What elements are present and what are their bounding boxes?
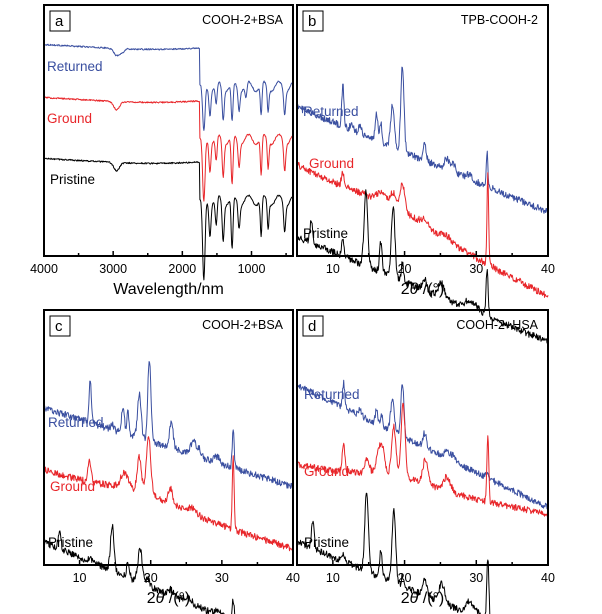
panel-c-frame [43, 309, 294, 566]
panel-a-frame [43, 4, 294, 257]
panel-a-series-returned [43, 43, 294, 131]
panel-b-frame [296, 4, 549, 257]
panel-d-letter: d [308, 318, 316, 335]
panel-a: 4000 3000 2000 1000 a COOH-2+BSA Returned G… [30, 4, 294, 298]
panel-c-series-returned [43, 361, 294, 491]
panel-b-series-ground [296, 162, 549, 298]
panel-c: 10 20 30 40 c COOH-2+BSA Returned Ground Pr… [43, 309, 300, 614]
panel-d-series-pristine [296, 492, 491, 614]
panel-c-letter-box [49, 315, 71, 337]
panel-b-x-axis-title-theta: θ [410, 281, 419, 298]
panel-d-x-axis-title-theta: θ [410, 590, 419, 607]
panel-b-x-ticks: 10 20 30 40 [296, 251, 555, 276]
panel-c-series-ground [43, 436, 294, 552]
panel-b-letter-box [302, 10, 324, 32]
panel-a-label-returned: Returned [47, 59, 103, 74]
panel-b-title: TPB-COOH-2 [461, 13, 538, 27]
panel-b-x-axis-title-unit: /(°) [418, 281, 444, 298]
panel-c-label-returned: Returned [48, 415, 104, 430]
panel-d-label-returned: Returned [304, 387, 360, 402]
panel-a-x-ticks: 4000 3000 2000 1000 [30, 251, 287, 276]
panel-d-x-axis-title-2: 2 [401, 590, 410, 607]
panel-a-series-ground [43, 96, 294, 202]
panel-d-series-returned [296, 379, 549, 510]
panel-d-x-ticks: 10 20 30 40 [296, 560, 555, 585]
panel-c-tick-label: 40 [286, 571, 300, 585]
panel-c-label-ground: Ground [50, 479, 95, 494]
panel-b-letter: b [308, 13, 316, 30]
panel-c-x-axis-title-2: 2 [147, 590, 156, 607]
panel-b-tick-label: 40 [541, 262, 555, 276]
panel-b-x-axis-title: 2θ /(°) [401, 281, 445, 298]
panel-c-traces [43, 361, 294, 614]
panel-c-x-axis-title: 2θ /(°) [147, 590, 191, 607]
panel-c-title: COOH-2+BSA [202, 318, 284, 332]
panel-c-letter: c [55, 318, 63, 335]
panel-b-series-returned [296, 66, 549, 214]
panel-d-tick-label: 20 [398, 571, 412, 585]
panel-a-title: COOH-2+BSA [202, 13, 284, 27]
panel-d: 10 20 30 40 d COOH-2+HSA Returned Ground Pr… [296, 309, 555, 614]
panel-b-tick-label: 20 [398, 262, 412, 276]
panel-d-traces [296, 379, 549, 614]
panel-a-tick-label: 1000 [238, 262, 266, 276]
panel-a-tick-label: 3000 [99, 262, 127, 276]
panel-d-label-ground: Ground [304, 464, 349, 479]
panel-a-traces [43, 43, 294, 281]
panel-c-series-pristine [43, 523, 236, 614]
panel-c-tick-label: 30 [215, 571, 229, 585]
panel-b: 10 20 30 40 b TPB-COOH-2 Returned Ground Pr… [296, 4, 555, 344]
panel-d-frame [296, 309, 549, 566]
panel-d-x-axis-title: 2θ /(°) [401, 590, 445, 607]
panel-d-letter-box [302, 315, 324, 337]
panel-c-x-ticks: 10 20 30 40 [43, 560, 300, 585]
panel-a-label-pristine: Pristine [50, 172, 95, 187]
panel-a-letter-box [49, 10, 71, 32]
panel-d-title: COOH-2+HSA [456, 318, 538, 332]
panel-a-x-axis-title: Wavelength/nm [113, 281, 224, 298]
panel-b-label-ground: Ground [309, 156, 354, 171]
panel-d-tick-label: 10 [326, 571, 340, 585]
panel-a-letter: a [55, 13, 64, 30]
panel-a-tick-label: 4000 [30, 262, 58, 276]
panel-a-series-pristine [43, 157, 294, 281]
panel-b-x-axis-title-2: 2 [401, 281, 410, 298]
panel-a-label-ground: Ground [47, 111, 92, 126]
panel-c-x-axis-title-unit: /(°) [164, 590, 190, 607]
panel-d-tick-label: 40 [541, 571, 555, 585]
panel-c-tick-label: 10 [73, 571, 87, 585]
panel-d-series-ground [296, 402, 549, 517]
panel-c-tick-label: 20 [144, 571, 158, 585]
panel-d-label-pristine: Pristine [304, 535, 349, 550]
panel-b-label-returned: Returned [303, 104, 359, 119]
panel-d-tick-label: 30 [469, 571, 483, 585]
panel-a-tick-label: 2000 [168, 262, 196, 276]
panel-b-tick-label: 10 [326, 262, 340, 276]
panel-b-tick-label: 30 [469, 262, 483, 276]
panel-c-x-axis-title-theta: θ [156, 590, 165, 607]
panel-d-x-axis-title-unit: /(°) [418, 590, 444, 607]
panel-c-label-pristine: Pristine [48, 535, 93, 550]
panel-b-label-pristine: Pristine [303, 226, 348, 241]
